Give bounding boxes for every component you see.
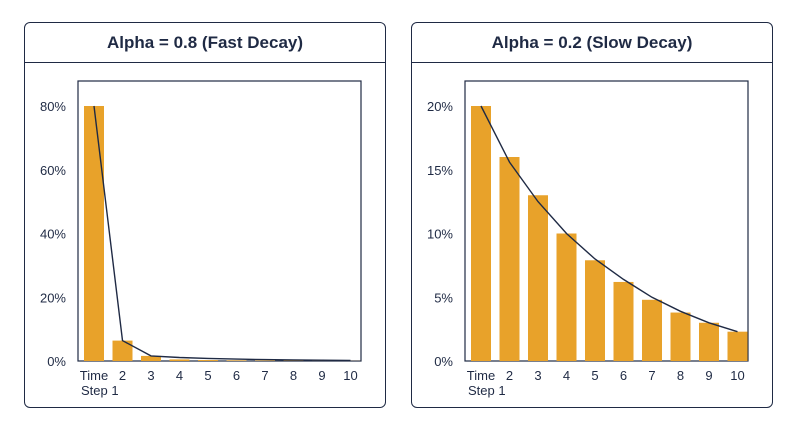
chart-title-right: Alpha = 0.2 (Slow Decay) xyxy=(412,23,772,63)
y-tick-label: 20% xyxy=(427,99,453,114)
bar xyxy=(670,312,691,361)
bar xyxy=(112,340,133,361)
x-tick-label: Time xyxy=(80,368,108,383)
y-tick-label: 5% xyxy=(434,290,453,305)
y-tick-label: 0% xyxy=(47,354,66,369)
x-tick-label: 8 xyxy=(677,368,684,383)
x-tick-label: 8 xyxy=(290,368,297,383)
decay-curve xyxy=(480,105,738,333)
bar xyxy=(499,157,520,361)
x-tick-label: 6 xyxy=(233,368,240,383)
bar xyxy=(169,359,190,361)
x-tick-label: 5 xyxy=(204,368,211,383)
y-tick-label: 0% xyxy=(434,354,453,369)
x-tick-label: 3 xyxy=(534,368,541,383)
x-tick-label: Step 1 xyxy=(81,383,119,398)
chart-panel-right: Alpha = 0.2 (Slow Decay) 0% 5% 10% 15% 20% Ti… xyxy=(411,22,773,408)
bar xyxy=(642,299,662,361)
y-tick-label: 20% xyxy=(40,290,66,305)
x-tick-label: Time xyxy=(467,368,495,383)
bar xyxy=(226,360,247,361)
x-tick-label: 2 xyxy=(119,368,126,383)
x-tick-label: 2 xyxy=(506,368,513,383)
x-tick-label: 6 xyxy=(620,368,627,383)
x-tick-label: 9 xyxy=(318,368,325,383)
x-tick-label: 7 xyxy=(261,368,268,383)
bar xyxy=(471,106,491,361)
bar xyxy=(699,322,719,361)
bar xyxy=(528,195,548,361)
bar xyxy=(141,355,161,361)
bar xyxy=(727,331,748,361)
x-tick-label: 9 xyxy=(705,368,712,383)
bar xyxy=(198,360,218,361)
x-tick-label: 3 xyxy=(147,368,154,383)
x-tick-label: 4 xyxy=(563,368,570,383)
x-tick-label: 10 xyxy=(730,368,744,383)
chart-panel-left: Alpha = 0.8 (Fast Decay) 0% 20% 40% 60% 80% T… xyxy=(24,22,386,408)
y-tick-label: 80% xyxy=(40,99,66,114)
bar xyxy=(556,233,577,361)
bar xyxy=(613,281,634,361)
x-tick-label: 5 xyxy=(591,368,598,383)
x-tick-label: 4 xyxy=(176,368,183,383)
chart-title-left: Alpha = 0.8 (Fast Decay) xyxy=(25,23,385,63)
plot-frame-left xyxy=(77,80,362,362)
y-tick-label: 60% xyxy=(40,163,66,178)
plot-frame-right xyxy=(464,80,749,362)
y-tick-label: 10% xyxy=(427,227,453,242)
bar xyxy=(585,260,605,361)
x-tick-label: 10 xyxy=(343,368,357,383)
x-tick-label: 7 xyxy=(648,368,655,383)
decay-curve xyxy=(93,105,351,362)
x-tick-label: Step 1 xyxy=(468,383,506,398)
bar xyxy=(84,106,104,361)
y-tick-label: 40% xyxy=(40,227,66,242)
y-tick-label: 15% xyxy=(427,163,453,178)
